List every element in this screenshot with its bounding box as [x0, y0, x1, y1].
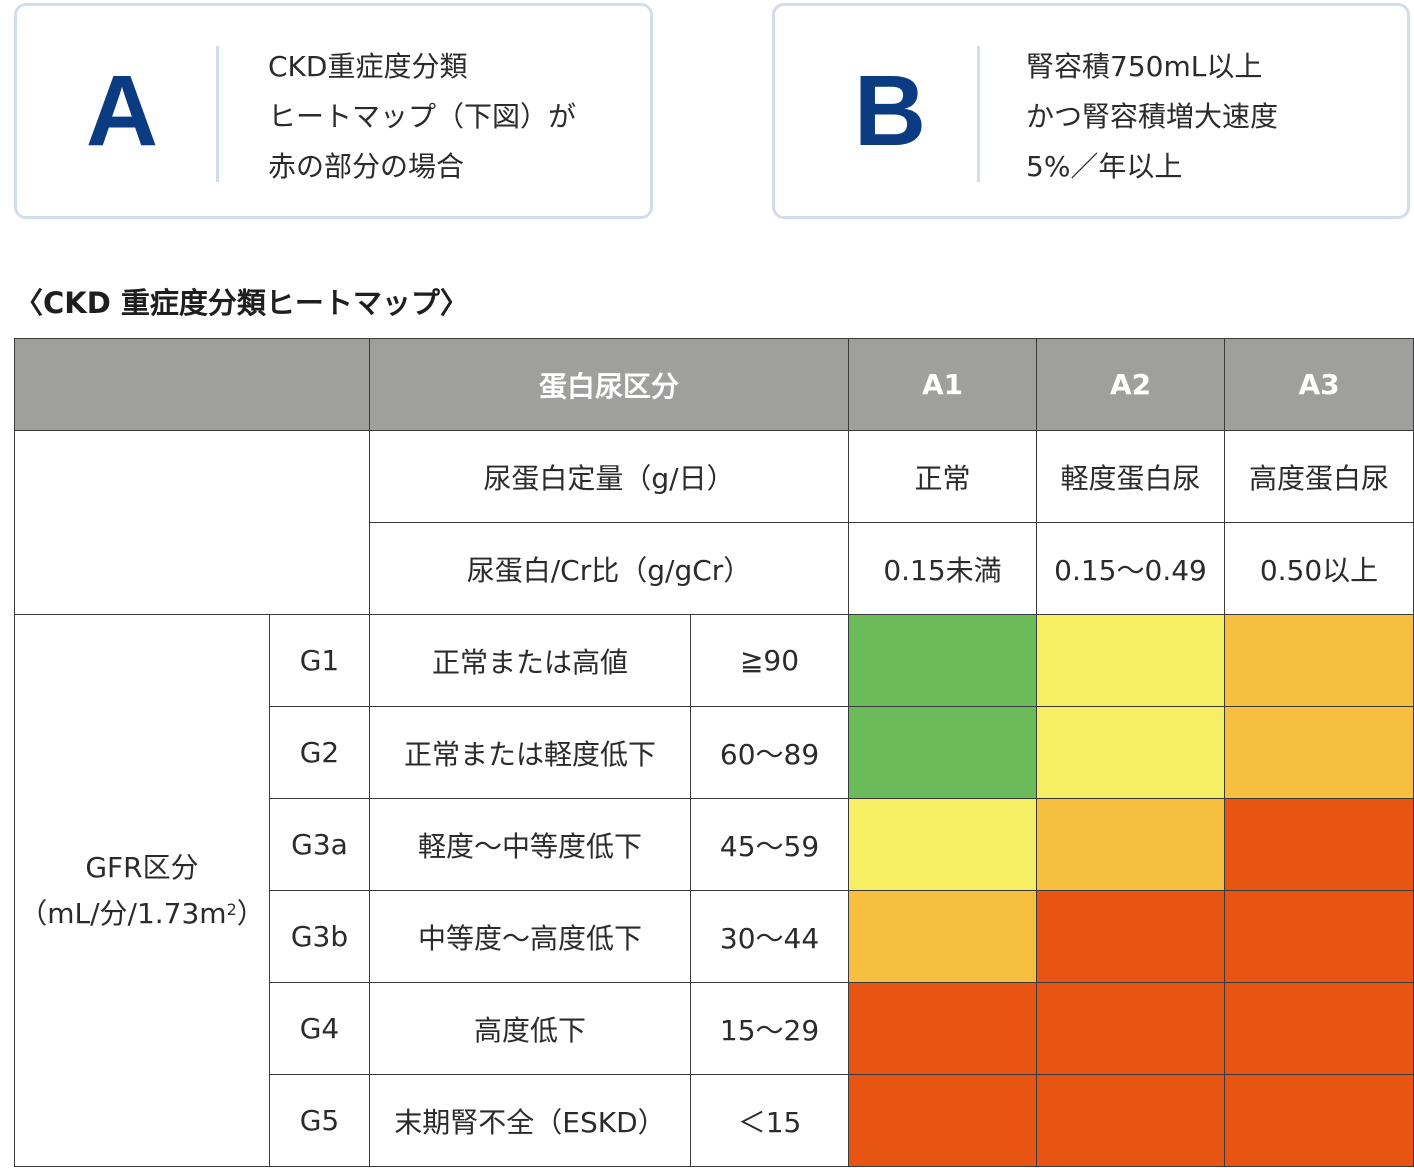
protein-category-header: 蛋白尿区分	[368, 338, 850, 431]
stage-cell: G4	[269, 982, 370, 1075]
gfr-unit-close: ）	[236, 896, 265, 930]
gfr-label-line2: （mL/分/1.73m2）	[16, 891, 269, 937]
urine-protein-a3: 高度蛋白尿	[1224, 430, 1414, 523]
heat-cell	[848, 1074, 1038, 1167]
description-cell: 末期腎不全（ESKD）	[369, 1074, 691, 1167]
range-cell: 45～59	[689, 798, 850, 891]
description-cell: 中等度～高度低下	[369, 890, 691, 983]
heat-cell	[1224, 982, 1414, 1075]
stage-cell: G3a	[269, 798, 370, 891]
header-blank-cell	[14, 338, 370, 431]
gfr-category-label: GFR区分 （mL/分/1.73m2）	[14, 614, 270, 1167]
heat-cell	[1036, 982, 1226, 1075]
gfr-row-g4: G4 高度低下 15～29	[15, 982, 1414, 1075]
ratio-label: 尿蛋白/Cr比（g/gCr）	[368, 522, 850, 615]
card-a-line: CKD重症度分類	[268, 50, 468, 83]
gfr-label-line1: GFR区分	[85, 850, 199, 884]
card-a-text: CKD重症度分類 ヒートマップ（下図）が 赤の部分の場合	[268, 42, 576, 192]
gfr-row-g3a: G3a 軽度～中等度低下 45～59	[15, 798, 1414, 891]
heat-cell	[848, 614, 1038, 707]
heat-cell	[848, 982, 1038, 1075]
card-a-divider	[216, 46, 219, 182]
urine-protein-label: 尿蛋白定量（g/日）	[368, 430, 850, 523]
description-cell: 正常または高値	[369, 614, 691, 707]
ckd-heatmap-table: 蛋白尿区分 A1 A2 A3 尿蛋白定量（g/日） 正常 軽度蛋白尿 高度蛋白尿…	[14, 338, 1414, 1167]
blank-cell	[14, 430, 370, 615]
gfr-row-g2: G2 正常または軽度低下 60～89	[15, 706, 1414, 799]
range-cell: 60～89	[689, 706, 850, 799]
gfr-row-g5: G5 末期腎不全（ESKD） ＜15	[15, 1074, 1414, 1167]
heat-cell	[1036, 706, 1226, 799]
card-b-line: かつ腎容積増大速度	[1026, 100, 1279, 133]
card-a-letter: A	[85, 54, 159, 167]
description-cell: 高度低下	[369, 982, 691, 1075]
card-b-line: 5%／年以上	[1026, 150, 1183, 183]
description-cell: 正常または軽度低下	[369, 706, 691, 799]
heatmap-heading: 〈CKD 重症度分類ヒートマップ〉	[14, 286, 469, 320]
card-b-letter: B	[853, 54, 927, 167]
description-cell: 軽度～中等度低下	[369, 798, 691, 891]
gfr-row-g3b: G3b 中等度～高度低下 30～44	[15, 890, 1414, 983]
heat-cell	[1224, 798, 1414, 891]
heat-cell	[1224, 1074, 1414, 1167]
card-b-line: 腎容積750mL以上	[1026, 50, 1263, 83]
stage-cell: G5	[269, 1074, 370, 1167]
heat-cell	[848, 890, 1038, 983]
range-cell: 30～44	[689, 890, 850, 983]
heat-cell	[1036, 1074, 1226, 1167]
heat-cell	[848, 706, 1038, 799]
card-b-text: 腎容積750mL以上 かつ腎容積増大速度 5%／年以上	[1026, 42, 1278, 192]
range-cell: ≧90	[689, 614, 850, 707]
heat-cell	[848, 798, 1038, 891]
heat-cell	[1036, 798, 1226, 891]
criteria-card-b: B 腎容積750mL以上 かつ腎容積増大速度 5%／年以上	[772, 3, 1410, 219]
range-cell: 15～29	[689, 982, 850, 1075]
criteria-card-a: A CKD重症度分類 ヒートマップ（下図）が 赤の部分の場合	[14, 3, 653, 219]
heat-cell	[1224, 890, 1414, 983]
card-a-line: ヒートマップ（下図）が	[268, 100, 577, 133]
heat-cell	[1036, 614, 1226, 707]
ratio-a1: 0.15未満	[848, 522, 1038, 615]
urine-protein-row: 尿蛋白定量（g/日） 正常 軽度蛋白尿 高度蛋白尿	[14, 430, 1414, 615]
ratio-a3: 0.50以上	[1224, 522, 1414, 615]
gfr-unit-text: （mL/分/1.73m	[19, 896, 227, 930]
card-a-line: 赤の部分の場合	[268, 150, 465, 183]
urine-protein-a1: 正常	[848, 430, 1038, 523]
header-a1: A1	[848, 338, 1038, 431]
gfr-unit-superscript: 2	[226, 899, 237, 919]
gfr-row-g1: GFR区分 （mL/分/1.73m2） G1 正常または高値 ≧90	[14, 614, 1414, 1167]
header-row: 蛋白尿区分 A1 A2 A3	[14, 338, 1414, 431]
header-a3: A3	[1224, 338, 1414, 431]
ratio-a2: 0.15～0.49	[1036, 522, 1226, 615]
header-a2: A2	[1036, 338, 1226, 431]
heat-cell	[1224, 706, 1414, 799]
heat-cell	[1224, 614, 1414, 707]
stage-cell: G1	[269, 614, 370, 707]
stage-cell: G3b	[269, 890, 370, 983]
urine-protein-a2: 軽度蛋白尿	[1036, 430, 1226, 523]
range-cell: ＜15	[689, 1074, 850, 1167]
stage-cell: G2	[269, 706, 370, 799]
card-b-divider	[977, 46, 980, 182]
heat-cell	[1036, 890, 1226, 983]
